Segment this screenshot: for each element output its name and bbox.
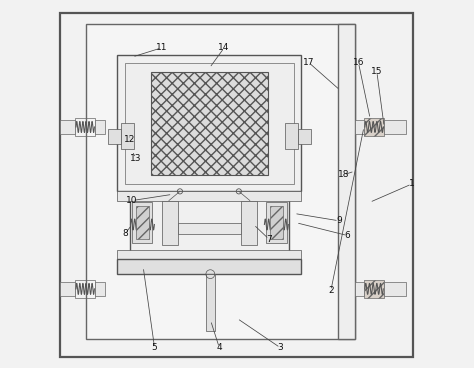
Bar (206, 274, 215, 331)
Text: 8: 8 (122, 229, 128, 238)
Bar (125, 63, 294, 184)
Bar (130, 195, 289, 252)
Bar (285, 123, 298, 149)
Bar (364, 118, 384, 136)
Text: 18: 18 (338, 170, 349, 179)
Bar (384, 120, 406, 134)
Text: 7: 7 (266, 235, 272, 244)
Bar (75, 118, 95, 136)
Bar (298, 129, 310, 144)
Bar (162, 201, 178, 245)
Text: 1: 1 (409, 180, 415, 188)
Bar (118, 250, 301, 259)
Bar (241, 201, 257, 245)
Bar (118, 191, 301, 201)
Bar (75, 280, 95, 298)
Bar (355, 120, 364, 134)
Text: 13: 13 (130, 154, 142, 163)
Bar (95, 282, 105, 296)
Bar (118, 55, 301, 191)
Text: 5: 5 (152, 343, 157, 352)
Text: 14: 14 (219, 43, 230, 52)
Bar (118, 259, 301, 274)
Text: 12: 12 (124, 135, 135, 144)
Text: 9: 9 (336, 216, 342, 225)
Text: 11: 11 (156, 43, 167, 52)
Bar (270, 206, 283, 239)
Bar (132, 202, 152, 243)
Bar (338, 24, 355, 339)
Bar (108, 129, 121, 144)
Bar (86, 24, 355, 339)
Bar (121, 123, 134, 149)
Text: 3: 3 (278, 343, 283, 352)
Bar (355, 282, 364, 296)
Bar (95, 120, 105, 134)
Bar (384, 282, 406, 296)
Bar (60, 120, 75, 134)
Bar (178, 223, 241, 234)
Text: 17: 17 (303, 58, 315, 67)
Text: 4: 4 (217, 343, 222, 352)
Text: 15: 15 (371, 67, 383, 76)
Bar (151, 72, 268, 175)
Text: 2: 2 (328, 286, 334, 295)
Text: 16: 16 (353, 58, 364, 67)
Text: 10: 10 (127, 196, 138, 205)
Bar (60, 282, 75, 296)
Bar (364, 280, 384, 298)
Bar (136, 206, 149, 239)
Bar (266, 202, 287, 243)
Text: 6: 6 (345, 231, 350, 240)
